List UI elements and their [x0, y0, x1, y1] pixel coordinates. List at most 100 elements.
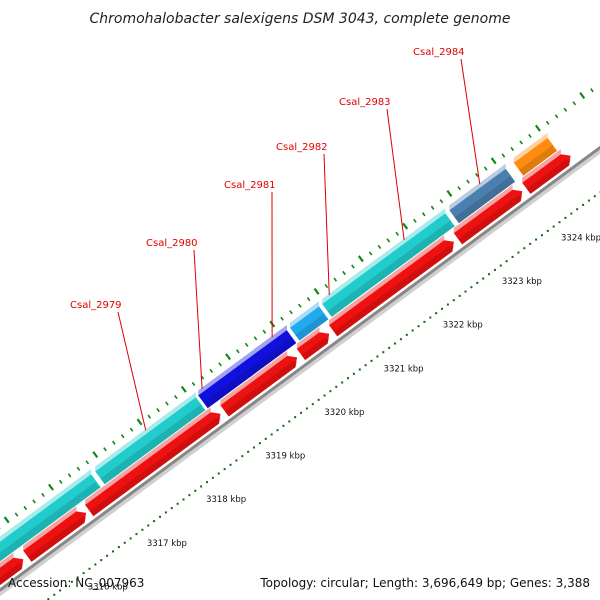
ruler-layer: 3316 kbp 3317 kbp 3318 kbp 3319 kbp 3320 kbp… [47, 190, 600, 600]
ruler-dot [217, 472, 220, 475]
outer-tick [48, 483, 54, 491]
ruler-dot [429, 316, 432, 319]
ruler-dot [200, 485, 203, 488]
outer-tick [545, 120, 550, 125]
ruler-dot [164, 511, 167, 514]
gene-label: Csal_2982 [276, 142, 328, 153]
outer-tick [129, 427, 134, 432]
outer-tick [324, 283, 329, 289]
gene-csal-2983 [322, 208, 455, 317]
ruler-dot [341, 381, 344, 384]
topology-text: Topology: circular; Length: 3,696,649 bp… [259, 576, 590, 590]
gene-label-layer: Csal_2979 Csal_2980 Csal_2981 Csal_2982 Csal… [70, 47, 481, 431]
ruler-dot [282, 424, 285, 427]
gene-csal-2980 [95, 392, 206, 485]
ruler-dot [82, 572, 85, 575]
ruler-dot [194, 489, 197, 492]
ruler-dot [482, 277, 485, 280]
ruler-tick-label: 3323 kbp [502, 277, 542, 287]
ruler-dot [564, 216, 567, 219]
ruler-dot [182, 498, 185, 501]
gene-label: Csal_2983 [339, 97, 391, 108]
ruler-dot [176, 502, 179, 505]
ruler-tick-label: 3319 kbp [265, 452, 305, 462]
outer-tick [136, 418, 143, 426]
outer-tick [475, 173, 479, 178]
ruler-tick-label: 3320 kbp [324, 408, 364, 418]
gene-csal-2981 [198, 325, 297, 409]
leader-line [323, 153, 330, 296]
outer-tick [357, 255, 364, 263]
ruler-dot [223, 468, 226, 471]
ruler-dot [323, 394, 326, 397]
gene-label: Csal_2979 [70, 300, 122, 311]
ruler-dot [511, 255, 514, 258]
outer-tick [439, 199, 444, 204]
outer-tick [421, 212, 426, 217]
ruler-dot [247, 450, 250, 453]
outer-tick [41, 492, 45, 498]
ruler-dot [100, 559, 103, 562]
ruler-dot [517, 251, 520, 254]
ruler-dot [106, 554, 109, 557]
ruler-dot [294, 416, 297, 419]
outer-tick [590, 88, 594, 93]
outer-tick [297, 303, 302, 308]
reverse-cds-8 [522, 149, 572, 194]
ruler-dot [388, 346, 391, 349]
ruler-dot [464, 290, 467, 293]
ruler-dot [170, 507, 173, 510]
ruler-dot [117, 546, 120, 549]
ruler-dot [276, 429, 279, 432]
reverse-cds-4 [220, 350, 298, 417]
reverse-cds-1 [0, 552, 24, 586]
outer-tick [430, 205, 435, 210]
ruler-dot [241, 455, 244, 458]
outer-tick [235, 349, 240, 354]
gene-csal-2982 [290, 301, 329, 341]
reverse-cds-2 [23, 506, 87, 562]
outer-tick [579, 92, 586, 100]
ruler-dot [70, 580, 73, 583]
ruler-tick-label: 3318 kbp [206, 495, 246, 505]
outer-tick [67, 473, 72, 478]
reverse-cds-6 [329, 235, 455, 337]
ruler-dot [305, 407, 308, 410]
ruler-dot [558, 221, 561, 224]
ruler-dot [593, 195, 596, 198]
outer-tick [342, 270, 346, 276]
ruler-dot [441, 307, 444, 310]
outer-tick [225, 353, 232, 361]
outer-tick [519, 140, 523, 145]
gene-label: Csal_2980 [146, 238, 198, 249]
outer-tick [165, 401, 169, 406]
outer-tick [180, 385, 187, 393]
outer-tick [112, 440, 116, 445]
outer-tick [280, 316, 284, 321]
ruler-dot [505, 260, 508, 263]
outer-tick [244, 342, 249, 347]
outer-tick [528, 133, 532, 139]
ruler-dot [405, 333, 408, 336]
outer-tick [554, 114, 559, 119]
ruler-dot [358, 368, 361, 371]
ruler-dot [206, 481, 209, 484]
ruler-dot [382, 351, 385, 354]
outer-tick [377, 244, 382, 249]
forward-strand-track [0, 132, 558, 562]
ruler-dot [446, 303, 449, 306]
ruler-dot [159, 515, 162, 518]
outer-tick [32, 499, 36, 504]
outer-tick [262, 329, 267, 334]
ruler-dot [546, 229, 549, 232]
ruler-tick-label: 3316 kbp [88, 582, 128, 592]
outer-tick [209, 368, 214, 374]
leader-line [193, 249, 203, 389]
ruler-dot [587, 199, 590, 202]
ruler-dot [470, 286, 473, 289]
ruler-dot [570, 212, 573, 215]
outer-tick [14, 512, 19, 517]
gene-label: Csal_2981 [224, 180, 276, 191]
outer-tick [218, 362, 222, 367]
ruler-tick-label: 3321 kbp [384, 364, 424, 374]
